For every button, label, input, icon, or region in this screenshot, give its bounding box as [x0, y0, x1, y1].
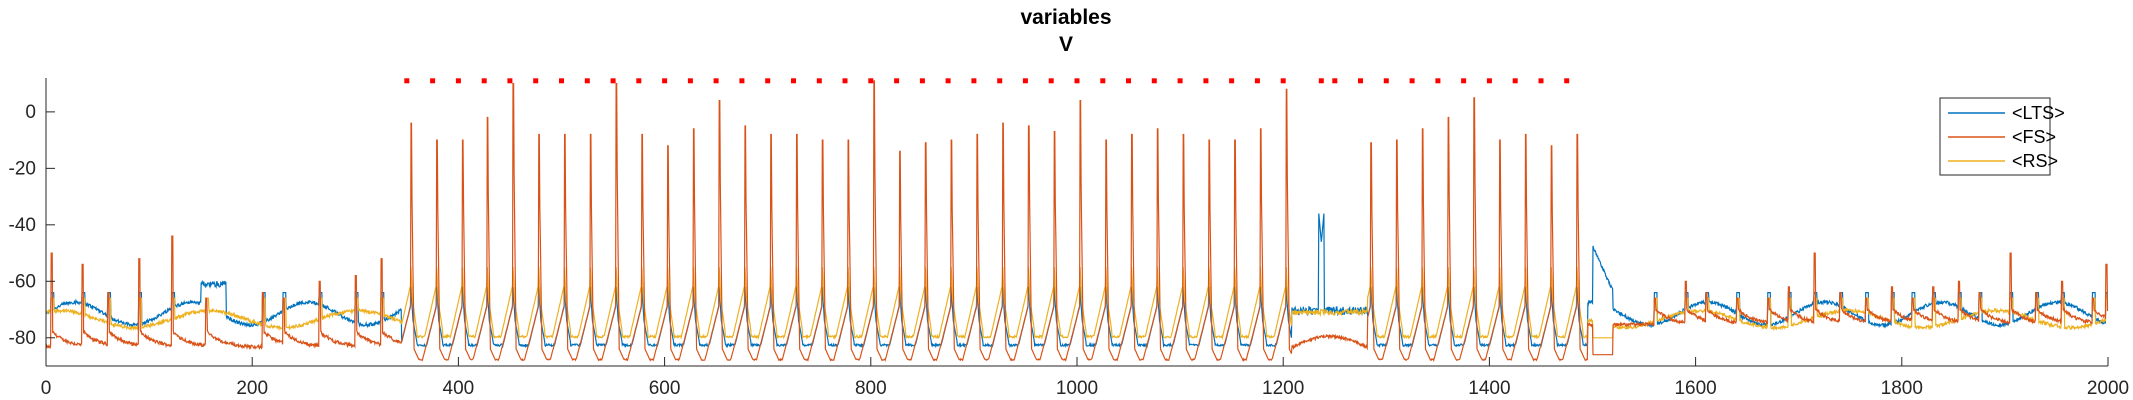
legend-label: <LTS>: [2012, 103, 2065, 123]
y-tick-label: 0: [25, 102, 36, 123]
spike-marker: [868, 78, 874, 84]
spike-marker: [971, 78, 977, 84]
spike-marker: [1461, 78, 1467, 84]
spike-marker: [1409, 78, 1415, 84]
spike-marker: [1512, 78, 1518, 84]
y-tick-label: -20: [9, 158, 36, 179]
axes: 0 200 400 600 800 1000 1200 1400 1600 1800 2000 0 -2…: [9, 78, 2129, 399]
series-line-fs: [45, 80, 2109, 362]
series-layer: [45, 80, 2109, 362]
spike-marker: [455, 78, 461, 84]
spike-marker: [945, 78, 951, 84]
x-tick-label: 200: [236, 378, 268, 399]
spike-marker: [559, 78, 564, 84]
spike-marker: [1318, 78, 1324, 84]
spike-raster: [404, 78, 1570, 84]
chart-subtitle: V: [1059, 33, 1073, 56]
x-tick-label: 1400: [1468, 378, 1510, 399]
spike-marker: [507, 78, 513, 84]
spike-marker: [481, 78, 487, 84]
y-tick-label: -40: [9, 215, 36, 236]
x-tick-label: 400: [443, 378, 475, 399]
spike-marker: [1203, 78, 1209, 84]
spike-marker: [1486, 78, 1492, 84]
x-tick-label: 1000: [1056, 378, 1098, 399]
x-tick-label: 1800: [1881, 378, 1923, 399]
spike-marker: [1151, 78, 1157, 84]
x-tick-label: 1200: [1262, 378, 1304, 399]
x-tick-label: 2000: [2087, 378, 2129, 399]
spike-marker: [1177, 78, 1183, 84]
legend: <LTS> <FS> <RS>: [1939, 97, 2065, 176]
x-tick-label: 1600: [1674, 378, 1716, 399]
plot-area: [45, 78, 2109, 362]
series-line-rs: [45, 267, 2108, 341]
spike-marker: [1022, 78, 1028, 84]
spike-marker: [842, 78, 848, 84]
spike-marker: [533, 78, 539, 84]
spike-marker: [1280, 78, 1286, 84]
y-tick-label: -80: [9, 328, 36, 349]
chart-title: variables: [1020, 6, 1111, 29]
spike-marker: [894, 78, 900, 84]
x-tick-label: 600: [649, 378, 681, 399]
spike-marker: [636, 78, 642, 84]
spike-marker: [1229, 78, 1235, 84]
spike-marker: [1074, 78, 1080, 84]
y-tick-label: -60: [9, 271, 36, 292]
spike-marker: [791, 78, 796, 84]
spike-marker: [1254, 78, 1260, 84]
spike-marker: [610, 78, 616, 84]
spike-marker: [816, 78, 822, 84]
spike-marker: [919, 78, 925, 84]
spike-marker: [1564, 78, 1570, 84]
spike-marker: [1538, 78, 1544, 84]
spike-marker: [404, 78, 410, 84]
spike-marker: [584, 78, 590, 84]
spike-marker: [1435, 78, 1441, 84]
spike-marker: [1126, 78, 1131, 84]
spike-marker: [765, 78, 771, 84]
spike-marker: [430, 78, 436, 84]
spike-marker: [739, 78, 745, 84]
spike-marker: [662, 78, 668, 84]
legend-label: <FS>: [2012, 127, 2056, 147]
spike-marker: [1100, 78, 1106, 84]
x-tick-label: 800: [855, 378, 887, 399]
spike-marker: [1048, 78, 1054, 84]
spike-marker: [1332, 78, 1338, 84]
spike-marker: [687, 78, 693, 84]
spike-marker: [997, 78, 1003, 84]
spike-marker: [713, 78, 719, 84]
legend-label: <RS>: [2012, 151, 2058, 171]
spike-marker: [1383, 78, 1389, 84]
spike-marker: [1358, 78, 1363, 84]
x-tick-label: 0: [41, 378, 52, 399]
